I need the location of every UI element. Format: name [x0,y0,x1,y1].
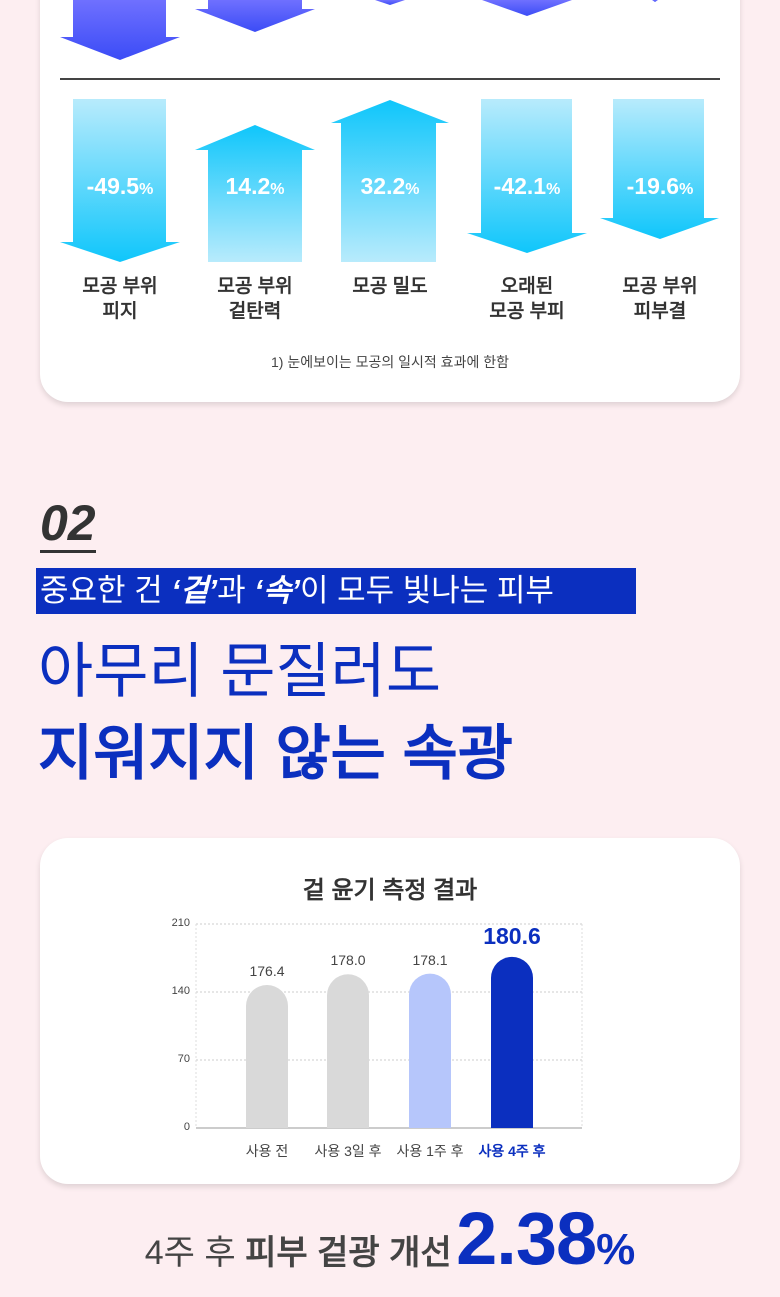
bar-value-label: 180.6 [483,922,541,949]
arrow-up-icon [331,100,449,262]
label-line: 모공 부피 [489,301,565,322]
arrow-up-icon [195,125,315,262]
summary-bold: 피부 겉광 개선 [245,1234,452,1272]
value-unit: % [270,181,285,198]
arrow-down-icon [375,0,405,5]
x-category-label: 사용 전 [245,1143,289,1159]
arrow-down-icon [60,99,180,262]
arrow-down-icon [60,0,180,60]
y-tick-label: 210 [171,917,190,929]
y-tick-label: 70 [177,1053,190,1065]
banner-highlight: ‘속’ [254,573,300,608]
summary-value: 2.38 [456,1197,597,1280]
label-line: 피지 [102,301,138,322]
arrow-down-icon [652,0,658,2]
result-value: 32.2% [325,173,455,200]
banner-text: 중요한 건 [40,573,172,608]
value-number: 14.2 [225,173,271,199]
y-tick-label: 140 [171,985,190,997]
result-label: 모공 밀도 [325,274,455,299]
footnote: 1) 눈에보이는 모공의 일시적 효과에 한함 [271,354,509,370]
banner-text: 과 [217,573,255,608]
value-unit: % [679,181,694,198]
label-line: 모공 밀도 [352,276,428,297]
headline-line1: 아무리 문질러도 [38,638,442,705]
result-value: -49.5% [55,173,185,200]
headline-line2: 지워지지 않는 속광 [38,720,513,787]
section-banner: 중요한 건 ‘겉’과 ‘속’이 모두 빛나는 피부 [36,568,636,614]
summary: 4주 후 피부 겉광 개선 2.38% [0,1202,780,1276]
section-number: 02 [40,495,96,553]
banner-highlight: ‘겉’ [171,573,218,608]
bar-chart [195,923,583,1129]
value-number: -19.6 [626,173,680,199]
x-category-label: 사용 4주 후 [478,1143,546,1159]
bar-value-label: 178.1 [412,951,448,968]
result-value: -19.6% [595,173,725,200]
label-line: 모공 부위 [217,276,293,297]
bar [409,973,451,1128]
arrow-down-icon [482,0,572,16]
banner-text: 이 모두 빛나는 피부 [299,573,554,608]
label-line: 모공 부위 [82,276,158,297]
arrow-down-icon [600,99,719,239]
label-line: 피부결 [633,301,687,322]
bar-value-label: 178.0 [330,952,366,969]
result-value: -42.1% [462,173,592,200]
label-line: 겉탄력 [228,301,282,322]
value-number: -49.5 [86,173,140,199]
x-category-label: 사용 1주 후 [396,1143,464,1159]
result-value: 14.2% [190,173,320,200]
arrow-down-icon [467,99,587,253]
arrows-layer [60,0,720,262]
label-line: 오래된 [500,276,554,297]
bar-value-label: 176.4 [249,963,285,979]
value-unit: % [139,181,154,198]
summary-prefix: 4주 후 [144,1234,246,1272]
y-tick-label: 0 [183,1121,190,1133]
chart-card [40,838,740,1184]
chart-title: 겉 윤기 측정 결과 [302,877,478,904]
value-number: -42.1 [493,173,547,199]
bar [327,974,369,1128]
value-unit: % [405,181,420,198]
value-unit: % [546,181,561,198]
x-category-label: 사용 3일 후 [314,1143,382,1159]
value-number: 32.2 [360,173,406,199]
summary-unit: % [596,1225,636,1274]
label-line: 모공 부위 [622,276,698,297]
bar [246,985,288,1128]
bar [491,956,533,1128]
arrow-down-icon [195,0,315,32]
